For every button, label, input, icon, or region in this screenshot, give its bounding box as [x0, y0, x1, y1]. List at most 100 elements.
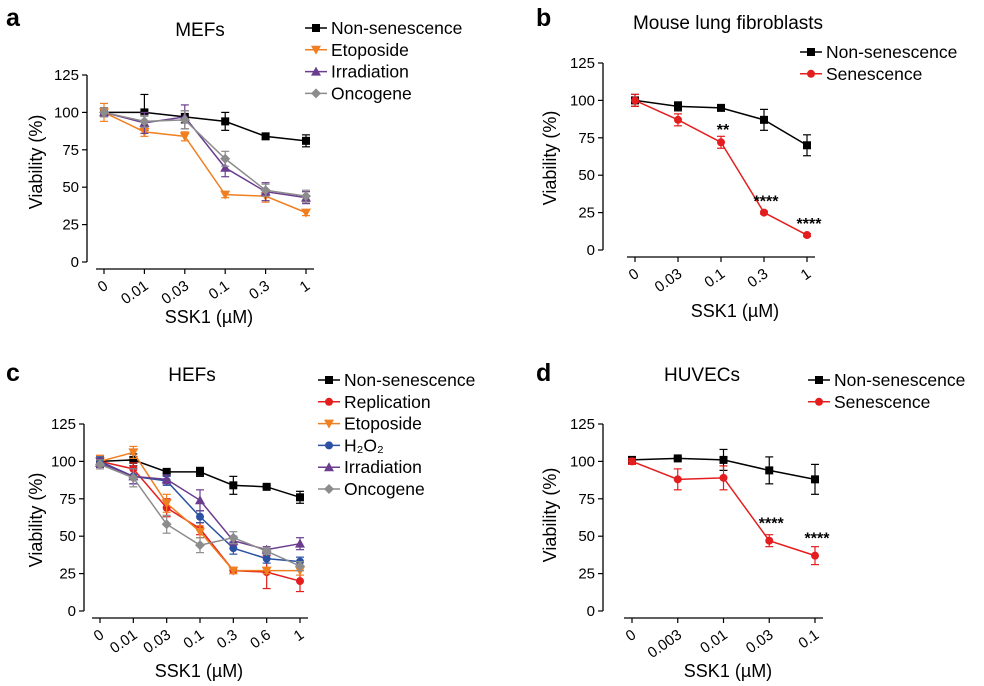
data-point: [815, 376, 823, 384]
y-tick-label: 75: [62, 142, 79, 159]
x-tick-label: 0: [626, 265, 643, 284]
series-line: [634, 99, 808, 236]
y-tick-label: 50: [578, 167, 595, 184]
data-point: [631, 96, 639, 105]
significance-label: **: [717, 122, 730, 139]
x-tick-label: 0: [95, 277, 112, 296]
chart-title: Mouse lung fibroblasts: [633, 13, 823, 34]
x-axis-label: SSK1 (µM): [165, 307, 253, 327]
x-tick-label: 0.01: [107, 626, 141, 657]
x-tick-label: 1: [798, 265, 815, 284]
data-point: [220, 153, 231, 164]
x-tick-label: 0.1: [180, 626, 207, 652]
data-point: [196, 512, 204, 521]
data-point: [325, 441, 333, 450]
data-point: [262, 482, 271, 491]
series-oncogene: [95, 459, 305, 572]
chart-title: HUVECs: [664, 365, 740, 386]
panel-letter-d: d: [536, 359, 551, 387]
y-tick-label: 75: [578, 130, 595, 147]
data-point: [325, 397, 333, 406]
series-line: [103, 111, 307, 197]
y-axis-label: Viability (%): [540, 111, 560, 206]
y-tick-label: 125: [51, 416, 76, 433]
data-point: [228, 566, 239, 576]
data-point: [628, 457, 636, 466]
panel-c: c HEFs Viability (%) SSK1 (µM) 025507510…: [6, 359, 475, 681]
legend-label: Etoposide: [344, 414, 422, 434]
data-point: [324, 484, 334, 494]
x-tick-label: 0.1: [206, 277, 233, 303]
significance-label: ****: [797, 216, 823, 233]
data-point: [765, 536, 774, 545]
data-point: [296, 493, 304, 502]
data-point: [179, 114, 190, 125]
data-point: [719, 455, 728, 464]
y-tick-label: 0: [71, 254, 79, 271]
panel-d: d HUVECs Viability (%) SSK1 (µM) 0 25 50 75…: [536, 359, 965, 681]
data-point: [815, 397, 823, 406]
x-tick-label: 0.3: [214, 626, 241, 652]
data-point: [673, 475, 682, 484]
y-axis-label: Viability (%): [540, 468, 560, 563]
x-tick-label: 0.003: [645, 626, 686, 661]
data-point: [221, 117, 230, 126]
data-point: [179, 132, 190, 142]
data-point: [324, 462, 334, 472]
series-line: [103, 111, 307, 199]
chart-title: MEFs: [175, 20, 225, 41]
series-etoposide: [95, 445, 305, 576]
data-point: [261, 566, 272, 576]
data-point: [324, 419, 334, 429]
significance-label: ****: [759, 516, 785, 533]
panel-letter-a: a: [6, 4, 21, 32]
data-point: [803, 141, 811, 150]
data-point: [719, 473, 728, 482]
x-axis-label: SSK1 (µM): [155, 661, 243, 681]
x-tick-label: 0.6: [247, 626, 274, 652]
data-point: [301, 208, 311, 218]
x-tick-label: 1: [291, 626, 308, 645]
data-point: [717, 103, 725, 112]
legend-label: Irradiation: [331, 62, 409, 82]
legend-label: Senescence: [826, 64, 922, 84]
y-tick-label: 50: [578, 528, 595, 545]
data-point: [161, 519, 172, 530]
data-point: [295, 561, 305, 572]
data-point: [717, 138, 725, 147]
data-point: [674, 102, 682, 111]
y-tick-label: 100: [570, 453, 595, 470]
panel-letter-c: c: [6, 359, 20, 387]
y-tick-label: 50: [59, 528, 76, 545]
legend-label: H₂O₂: [344, 435, 384, 455]
data-point: [301, 191, 311, 202]
legend-label: Oncogene: [331, 83, 412, 103]
legend-label: Non-senescence: [834, 370, 965, 390]
data-point: [765, 466, 774, 475]
series-etoposide: [99, 102, 311, 218]
legend: Non-senescenceEtoposideIrradiationOncoge…: [305, 18, 462, 103]
x-tick-label: 1: [297, 277, 314, 296]
data-point: [196, 467, 204, 476]
data-point: [803, 231, 811, 240]
data-point: [195, 540, 205, 551]
legend-label: Non-senescence: [331, 18, 462, 38]
data-point: [311, 45, 321, 55]
data-point: [161, 474, 172, 484]
series-non-senescence: [631, 93, 811, 157]
data-point: [229, 544, 238, 553]
data-point: [302, 136, 310, 145]
series-senescence: [628, 457, 819, 566]
data-point: [261, 546, 272, 557]
data-point: [220, 162, 231, 172]
y-tick-label: 100: [570, 92, 595, 109]
series-line: [104, 111, 307, 142]
data-point: [99, 107, 109, 118]
y-tick-label: 125: [54, 67, 79, 84]
data-point: [95, 459, 105, 470]
data-point: [195, 495, 205, 505]
data-point: [807, 48, 815, 56]
